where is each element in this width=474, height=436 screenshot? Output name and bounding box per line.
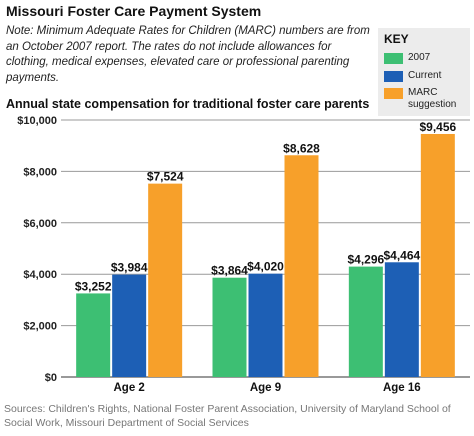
y-tick-label: $10,000 [17,115,57,127]
y-tick-label: $0 [45,372,57,384]
y-tick-label: $2,000 [23,321,57,333]
legend-swatch-current [384,71,403,82]
chart-title: Missouri Foster Care Payment System [6,3,262,19]
legend: KEY 2007 Current MARC suggestion [378,28,470,116]
chart-subtitle: Annual state compensation for traditiona… [6,97,370,111]
data-label: $4,296 [347,253,384,267]
bar [248,273,283,377]
y-tick-label: $6,000 [23,218,57,230]
data-label: $9,456 [419,120,456,134]
data-label: $4,464 [383,248,420,262]
bar [420,133,455,377]
bar [284,155,319,377]
data-label: $7,524 [147,170,184,184]
data-label: $4,020 [247,260,284,274]
legend-swatch-2007 [384,53,403,64]
x-tick-label: Age 2 [114,382,145,394]
data-label: $3,864 [211,264,248,278]
bar [148,183,183,377]
chart-note: Note: Minimum Adequate Rates for Childre… [6,25,370,84]
bar [212,277,247,377]
x-tick-label: Age 9 [250,382,281,394]
bar-chart: $0 $2,000 $4,000 $6,000 $8,000 $10,000 $3,252 $… [17,115,470,394]
bar [384,262,419,377]
data-label: $8,628 [283,141,320,155]
y-tick-label: $8,000 [23,166,57,178]
legend-item-marc: MARC suggestion [384,87,468,111]
legend-title: KEY [384,32,409,46]
bar [112,274,147,377]
x-tick-label: Age 16 [383,382,421,394]
bar [348,266,383,377]
legend-item-current: Current [384,70,441,82]
legend-label-marc: MARC suggestion [408,87,457,110]
y-tick-label: $4,000 [23,269,57,281]
data-label: $3,984 [111,261,148,275]
source-note: Sources: Children's Rights, National Fos… [4,403,451,429]
legend-swatch-marc [384,88,403,99]
legend-item-2007: 2007 [384,52,430,64]
data-label: $3,252 [75,279,112,293]
legend-label-2007: 2007 [408,52,431,63]
legend-label-current: Current [408,70,442,81]
bar [76,293,111,377]
